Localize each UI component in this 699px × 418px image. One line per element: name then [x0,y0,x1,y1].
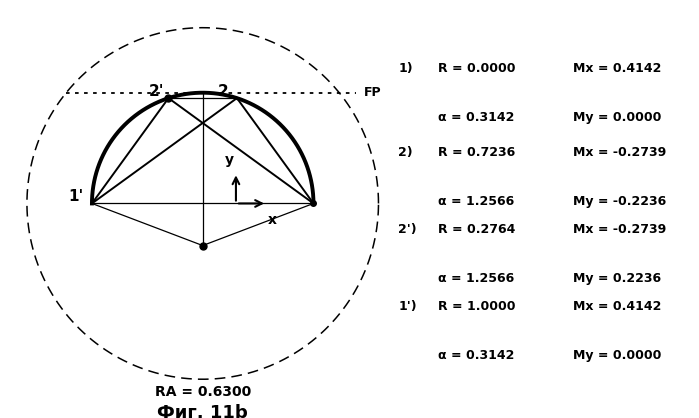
Text: My = 0.0000: My = 0.0000 [572,349,661,362]
Text: Mx = -0.2739: Mx = -0.2739 [572,223,666,236]
Text: R = 0.0000: R = 0.0000 [438,61,515,74]
Text: R = 0.2764: R = 0.2764 [438,223,515,236]
Text: Mx = -0.2739: Mx = -0.2739 [572,146,666,159]
Text: 1): 1) [398,61,413,74]
Text: 2': 2' [148,84,164,99]
Text: α = 1.2566: α = 1.2566 [438,272,514,285]
Text: R = 0.7236: R = 0.7236 [438,146,514,159]
Text: α = 1.2566: α = 1.2566 [438,195,514,208]
Text: R = 1.0000: R = 1.0000 [438,300,515,314]
Text: My = 0.0000: My = 0.0000 [572,111,661,124]
Text: Mx = 0.4142: Mx = 0.4142 [572,300,661,314]
Text: α = 0.3142: α = 0.3142 [438,349,514,362]
Text: y: y [225,153,233,167]
Text: Mx = 0.4142: Mx = 0.4142 [572,61,661,74]
Text: Фиг. 11b: Фиг. 11b [157,404,248,418]
Text: FP: FP [363,86,381,99]
Text: 2): 2) [398,146,413,159]
Text: My = -0.2236: My = -0.2236 [572,195,666,208]
Text: 1': 1' [68,189,83,204]
Text: 1'): 1') [398,300,417,314]
Text: x: x [268,214,277,227]
Text: My = 0.2236: My = 0.2236 [572,272,661,285]
Text: 2'): 2') [398,223,417,236]
Text: α = 0.3142: α = 0.3142 [438,111,514,124]
Text: RA = 0.6300: RA = 0.6300 [154,385,251,399]
Text: 2: 2 [217,84,228,99]
